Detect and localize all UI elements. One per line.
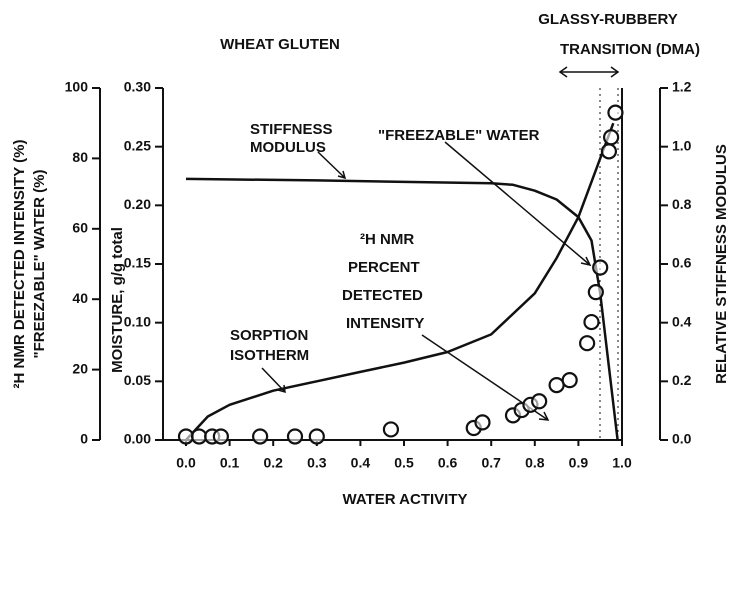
data-point (561, 372, 578, 389)
y-tick-label: 100 (65, 79, 89, 95)
annotation: TRANSITION (DMA) (560, 41, 700, 58)
y-axis-title: "FREEZABLE" WATER (%) (31, 170, 48, 359)
y3-axis-title: RELATIVE STIFFNESS MODULUS (713, 144, 730, 384)
data-point (602, 129, 620, 146)
y-tick-label: 0.6 (672, 255, 692, 271)
data-line (185, 177, 619, 441)
data-point (592, 259, 609, 276)
x-tick-label: 0.4 (351, 455, 371, 471)
y-tick-label: 0 (80, 431, 88, 447)
x-tick-label: 0.2 (263, 455, 283, 471)
annotation: PERCENT (348, 259, 420, 276)
annotation: SORPTION (230, 327, 308, 344)
y-tick-label: 60 (72, 220, 88, 236)
y-tick-label: 0.8 (672, 196, 692, 212)
x-tick-label: 0.3 (307, 455, 327, 471)
data-point (286, 428, 304, 445)
data-point (587, 284, 604, 301)
data-point (212, 428, 229, 445)
data-point (600, 143, 618, 160)
annotation: GLASSY-RUBBERY (538, 11, 677, 28)
y-tick-label: 0.0 (672, 431, 692, 447)
x-axis-title: WATER ACTIVITY (343, 491, 468, 508)
dma-arrow (558, 66, 620, 78)
y-tick-label: 1.2 (672, 79, 692, 95)
data-point (190, 428, 208, 445)
y-tick-label: 0.05 (124, 372, 151, 388)
chart-title: WHEAT GLUTEN (220, 36, 340, 53)
annotation: ISOTHERM (230, 347, 309, 364)
y-tick-label: 80 (72, 149, 88, 165)
data-point (252, 428, 269, 445)
x-tick-label: 0.5 (394, 455, 414, 471)
y-tick-label: 0.2 (672, 372, 692, 388)
x-tick-label: 0.8 (525, 455, 545, 471)
data-point (177, 428, 195, 445)
x-tick-label: 0.0 (176, 455, 196, 471)
y-tick-label: 0.15 (124, 255, 151, 271)
annotation: ²H NMR (360, 231, 414, 248)
x-tick-label: 1.0 (612, 455, 632, 471)
annotation: STIFFNESS (250, 121, 333, 138)
annotation-arrows (261, 141, 592, 421)
annotation: "FREEZABLE" WATER (378, 127, 540, 144)
y-tick-label: 0.30 (124, 79, 151, 95)
y-tick-label: 1.0 (672, 137, 692, 153)
y2-axis-title: MOISTURE, g/g total (109, 227, 126, 373)
y-tick-label: 0.00 (124, 431, 151, 447)
annotation: DETECTED (342, 287, 423, 304)
annotation: INTENSITY (346, 315, 424, 332)
data-point (583, 313, 600, 331)
x-tick-label: 0.9 (569, 455, 589, 471)
data-point (382, 421, 400, 438)
x-tick-label: 0.6 (438, 455, 458, 471)
x-tick-label: 0.7 (481, 455, 501, 471)
y-tick-label: 40 (72, 290, 88, 306)
data-line (185, 122, 615, 441)
data-point (579, 335, 596, 352)
y-axis-title: ²H NMR DETECTED INTENSITY (%) (11, 140, 28, 389)
x-tick-label: 0.1 (220, 455, 240, 471)
annotation: MODULUS (250, 139, 326, 156)
y-tick-label: 0.10 (124, 313, 151, 329)
y-tick-label: 0.25 (124, 137, 151, 153)
y-tick-label: 0.20 (124, 196, 151, 212)
data-point (474, 414, 491, 431)
data-point (548, 376, 565, 394)
data-point (308, 428, 325, 445)
data-point (607, 104, 624, 121)
y-tick-label: 20 (72, 360, 88, 376)
y-tick-label: 0.4 (672, 313, 692, 329)
data-point (531, 393, 548, 410)
